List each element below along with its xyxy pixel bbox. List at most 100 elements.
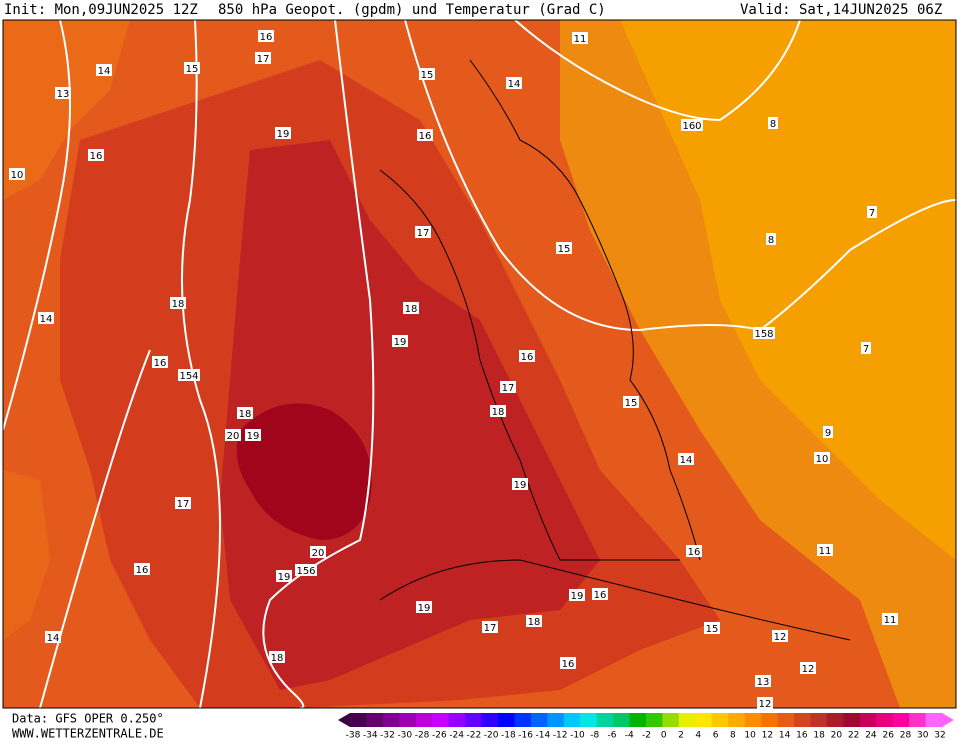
colorbar-swatch [563,713,581,727]
colorbar-swatch [678,713,696,727]
contour-label-box [225,429,241,441]
colorbar-label: -2 [642,731,651,741]
contour-label: 12 [759,699,772,710]
contour-label: 14 [40,314,53,325]
colorbar-swatch [465,713,483,727]
contour-label-box [823,426,833,438]
contour-label: 18 [405,304,418,315]
colorbar-label: -32 [380,731,395,741]
contour-label: 20 [227,431,240,442]
colorbar-swatch [415,713,433,727]
contour-label-box [88,149,104,161]
colorbar-label: -20 [484,731,499,741]
colorbar-swatch [399,713,417,727]
colorbar-label: 18 [813,731,825,741]
contour-label-box [269,651,285,663]
contour-label-box [55,87,71,99]
contour-label-box [45,631,61,643]
colorbar-swatch [711,713,729,727]
colorbar-swatch [530,713,548,727]
colorbar-label: 10 [744,731,756,741]
contour-label-box [882,613,898,625]
contour-label-box [772,630,788,642]
colorbar-swatch [580,713,598,727]
colorbar-label: -24 [449,731,464,741]
contour-label: 17 [484,623,497,634]
contour-label-box [681,119,703,131]
colorbar-label: 6 [713,731,719,741]
colorbar-swatch [350,713,367,727]
colorbar-label: 22 [848,731,859,741]
colorbar-label: -38 [346,731,361,741]
contour-label-box [569,589,585,601]
contour-label: 17 [177,499,190,510]
contour-label-box [9,168,25,180]
contour-label-box [178,369,200,381]
colorbar-swatch [629,713,647,727]
colorbar-swatch [744,713,762,727]
colorbar-label: -26 [432,731,447,741]
map-frame [2,19,957,709]
contour-label: 13 [757,677,770,688]
contour-label: 17 [502,383,515,394]
contour-label: 11 [884,615,897,626]
colorbar-arrow-right [942,713,954,727]
contour-label: 19 [571,591,584,602]
colorbar-swatch [777,713,795,727]
contour-label: 19 [247,431,260,442]
colorbar-swatch [547,713,565,727]
contour-label-box [704,622,720,634]
contour-label: 156 [296,566,315,577]
contour-label-box [861,342,871,354]
contour-label-box [275,127,291,139]
contour-label-box [392,335,408,347]
contour-label: 16 [521,352,534,363]
contour-label-box [276,570,292,582]
contour-label: 15 [421,70,434,81]
colorbar-label: 0 [661,731,667,741]
contour-label: 15 [706,624,719,635]
contour-label: 15 [186,64,199,75]
geopotential-isolines [3,20,956,708]
contour-label: 17 [257,54,270,65]
colorbar-swatch [596,713,614,727]
contour-label-box [755,675,771,687]
contour-label: 16 [594,590,607,601]
contour-label: 16 [154,358,167,369]
contour-label-box [678,453,694,465]
colorbar-label: 4 [695,731,701,741]
contour-label-box [403,302,419,314]
colorbar-swatch [909,713,927,727]
colorbar-swatch [613,713,631,727]
contour-label: 15 [625,398,638,409]
colorbar-swatch [695,713,713,727]
colorbar-swatch [498,713,515,727]
contour-label: 154 [179,371,198,382]
contour-label-box [766,233,776,245]
contour-label-box [416,601,432,613]
contour-label-box [184,62,200,74]
contour-label: 18 [528,617,541,628]
contour-label: 14 [47,633,60,644]
contour-label-box [768,117,778,129]
colorbar-swatch [794,713,811,727]
contour-label-box [237,407,253,419]
colorbar-swatch [826,713,844,727]
contour-label-box [258,30,274,42]
contour-label-box [415,226,431,238]
contour-label: 11 [819,546,832,557]
colorbar-swatch [728,713,746,727]
contour-label: 18 [492,407,505,418]
contour-label: 13 [57,89,70,100]
contour-label-box [572,32,588,44]
contour-label-box [817,544,833,556]
contour-label-box [310,546,326,558]
colorbar-swatch [810,713,828,727]
colorbar-label: 12 [762,731,773,741]
contour-label-box [526,615,542,627]
colorbar-label: 32 [934,731,945,741]
init-time: Init: Mon,09JUN2025 12Z [4,2,198,18]
map [3,20,956,708]
colorbar-label: -28 [415,731,430,741]
contour-label: 158 [754,329,773,340]
